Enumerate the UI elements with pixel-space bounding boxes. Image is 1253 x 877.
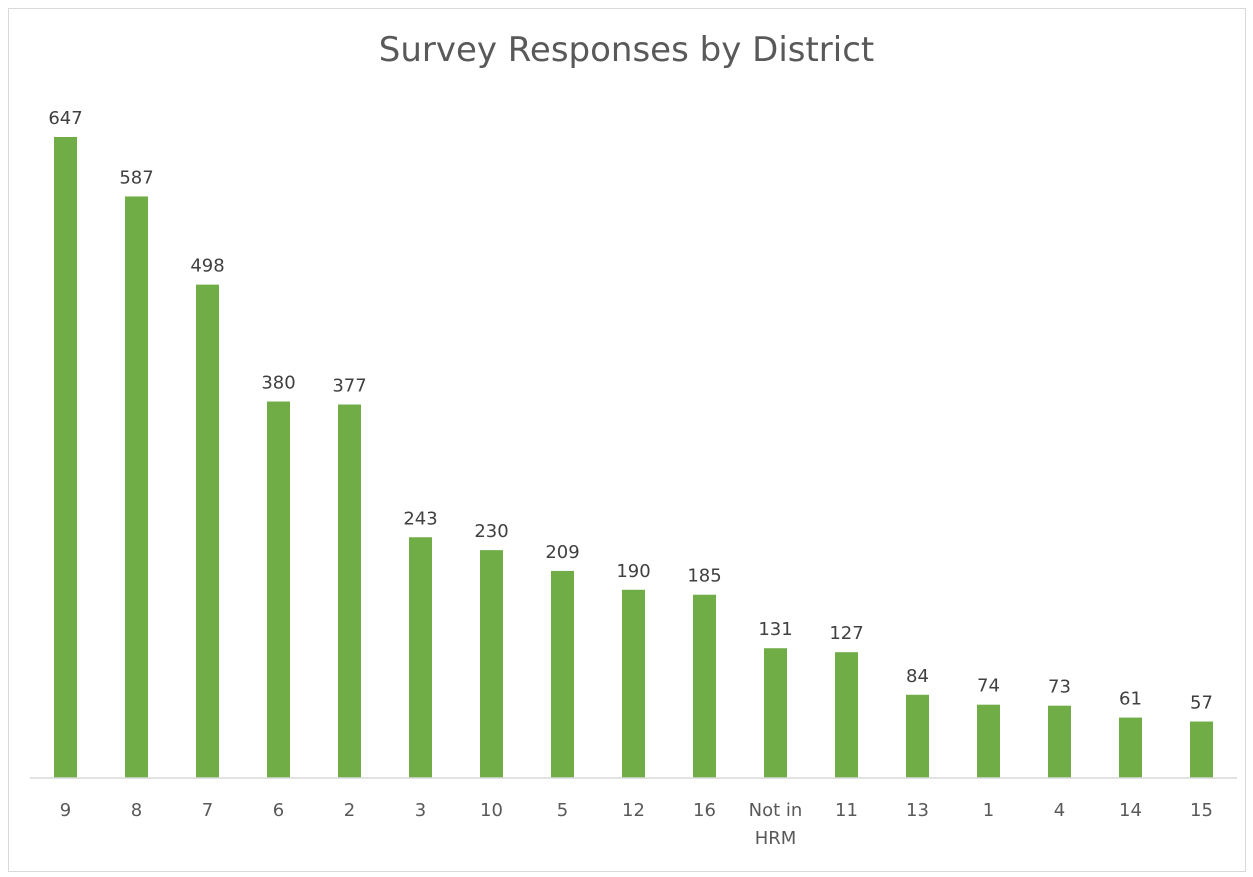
x-tick-label: 10 [480, 800, 503, 821]
data-label: 190 [616, 561, 650, 582]
bar-10 [480, 550, 503, 778]
x-tick-label: 12 [622, 800, 645, 821]
bar-13 [906, 694, 929, 778]
data-label: 587 [119, 167, 153, 188]
bar-not-in-hrm [764, 648, 787, 778]
bar-1 [977, 704, 1000, 778]
x-tick-label: Not in HRM [749, 800, 803, 849]
bar-7 [196, 284, 219, 778]
x-tick-label: 11 [835, 800, 858, 821]
data-label: 61 [1119, 689, 1142, 710]
x-tick-label: 3 [415, 800, 426, 821]
x-tick-label: 4 [1054, 800, 1065, 821]
bar-6 [267, 401, 290, 778]
bar-8 [125, 196, 148, 778]
x-tick-label: 7 [202, 800, 213, 821]
x-tick-label: 6 [273, 800, 284, 821]
x-tick-label: 15 [1190, 800, 1213, 821]
bar-15 [1190, 721, 1213, 778]
chart-title: Survey Responses by District [378, 30, 875, 70]
data-labels-layer: 647 587 498 380 377 243 230 209 190 185 131 127 84 74… [48, 108, 1213, 714]
data-label: 127 [829, 623, 863, 644]
bar-12 [622, 589, 645, 778]
data-label: 230 [474, 521, 508, 542]
x-tick-label: 14 [1119, 800, 1142, 821]
x-tick-label: 8 [131, 800, 142, 821]
x-tick-label: 2 [344, 800, 355, 821]
data-label: 377 [332, 376, 366, 397]
bar-16 [693, 594, 716, 778]
bar-2 [338, 404, 361, 778]
x-tick-label: 13 [906, 800, 929, 821]
data-label: 185 [687, 566, 721, 587]
x-tick-label: 9 [60, 800, 71, 821]
data-label: 209 [545, 542, 579, 563]
x-tick-label: 16 [693, 800, 716, 821]
data-label: 131 [758, 619, 792, 640]
bar-5 [551, 570, 574, 778]
bar-3 [409, 537, 432, 778]
x-tick-label: 1 [983, 800, 994, 821]
x-tick-label: 5 [557, 800, 568, 821]
data-label: 380 [261, 373, 295, 394]
data-label: 647 [48, 108, 82, 129]
data-label: 74 [977, 676, 1000, 697]
data-label: 57 [1190, 693, 1213, 714]
data-label: 73 [1048, 677, 1071, 698]
bars-layer [54, 137, 1213, 778]
data-label: 84 [906, 666, 929, 687]
bar-11 [835, 652, 858, 778]
bar-9 [54, 137, 77, 778]
data-label: 498 [190, 256, 224, 277]
bar-14 [1119, 717, 1142, 778]
data-label: 243 [403, 508, 437, 529]
bar-4 [1048, 705, 1071, 778]
